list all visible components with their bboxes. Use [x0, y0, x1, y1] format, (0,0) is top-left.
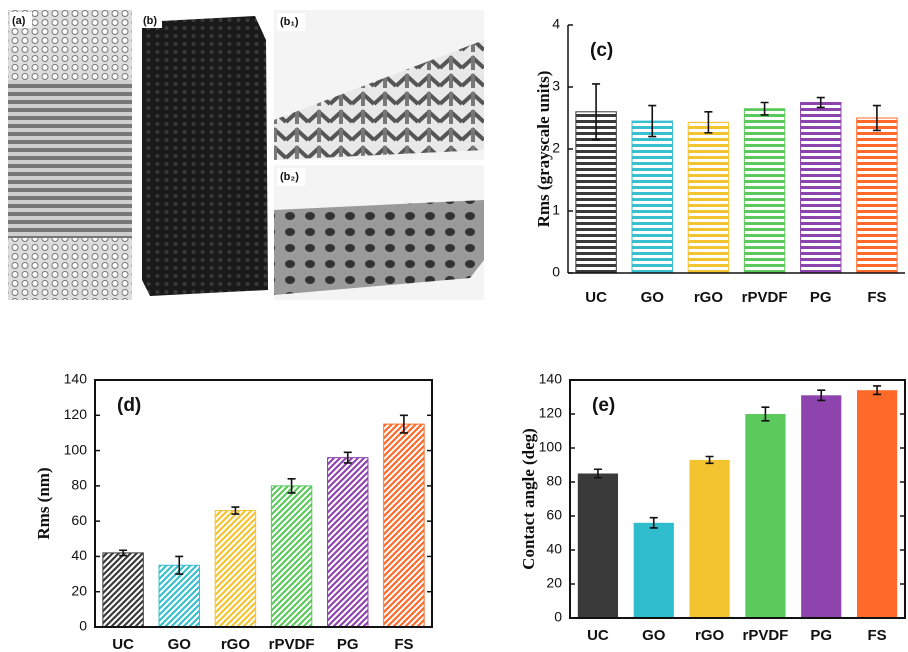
y-tick-label: 40 [71, 547, 87, 563]
y-tick-label: 2 [552, 140, 560, 156]
y-tick-label: 60 [546, 507, 562, 523]
bar [632, 121, 672, 273]
image-label: (b) [143, 15, 157, 27]
x-tick-label: GO [168, 636, 192, 652]
x-tick-label: GO [642, 627, 666, 644]
x-tick-label: GO [641, 289, 665, 306]
plot-frame [95, 380, 432, 627]
x-tick-label: UC [112, 636, 134, 652]
x-tick-label: PG [810, 289, 832, 306]
x-tick-label: rPVDF [742, 289, 788, 306]
bar [384, 424, 424, 627]
x-tick-label: UC [585, 289, 607, 306]
image-a: (a) [8, 10, 132, 300]
panel-label: (e) [592, 395, 615, 416]
y-tick-label: 1 [552, 202, 560, 218]
x-tick-label: FS [394, 636, 413, 652]
bar [801, 103, 841, 274]
bar [745, 414, 785, 618]
image-label: (b₁) [280, 16, 299, 28]
y-tick-label: 20 [546, 575, 562, 591]
image-label: (b₂) [280, 171, 299, 183]
bar [328, 458, 368, 627]
y-tick-label: 4 [552, 16, 560, 32]
x-tick-label: rPVDF [742, 627, 788, 644]
panel-label: (d) [117, 395, 141, 416]
y-tick-label: 0 [552, 264, 560, 280]
y-tick-label: 100 [64, 441, 88, 457]
bar [215, 511, 255, 627]
bar [744, 109, 784, 273]
x-tick-label: PG [810, 627, 832, 644]
bar [801, 395, 841, 618]
y-tick-label: 60 [71, 512, 87, 528]
y-tick-label: 100 [539, 439, 563, 455]
y-tick-label: 0 [79, 618, 87, 634]
x-tick-label: UC [587, 627, 609, 644]
x-tick-label: rGO [695, 627, 725, 644]
y-tick-label: 80 [71, 477, 87, 493]
y-axis-label: Rms (grayscale units) [534, 71, 553, 228]
bar [578, 474, 618, 619]
y-tick-label: 80 [546, 473, 562, 489]
x-tick-label: FS [867, 289, 886, 306]
bar [103, 553, 143, 627]
y-tick-label: 40 [546, 541, 562, 557]
y-tick-label: 120 [539, 405, 563, 421]
y-tick-label: 20 [71, 582, 87, 598]
y-tick-label: 140 [539, 371, 563, 387]
bar [857, 390, 897, 618]
x-tick-label: FS [867, 627, 886, 644]
y-tick-label: 120 [64, 406, 88, 422]
bar [688, 122, 728, 273]
x-tick-label: rPVDF [269, 636, 315, 652]
bar [857, 118, 897, 273]
image-label: (a) [12, 15, 26, 27]
x-tick-label: PG [337, 636, 359, 652]
y-axis-label: Contact angle (deg) [519, 428, 538, 570]
panel-label: (c) [590, 40, 613, 61]
y-tick-label: 3 [552, 78, 560, 94]
image-b1: (b₁) [274, 10, 484, 160]
x-tick-label: rGO [221, 636, 251, 652]
image-b: (b) [138, 10, 268, 300]
y-tick-label: 0 [554, 609, 562, 625]
plot-frame [570, 380, 905, 618]
figure: (a) (b) (b₁) (b₂) 0 1 2 3 4 UC GO rGO rPVDF PG FS R… [0, 0, 908, 652]
bar [689, 460, 729, 618]
x-tick-label: rGO [694, 289, 724, 306]
bar [634, 523, 674, 618]
bar [271, 486, 311, 627]
image-b2: (b₂) [274, 165, 484, 300]
y-axis-label: Rms (nm) [34, 467, 53, 539]
y-tick-label: 140 [64, 371, 88, 387]
